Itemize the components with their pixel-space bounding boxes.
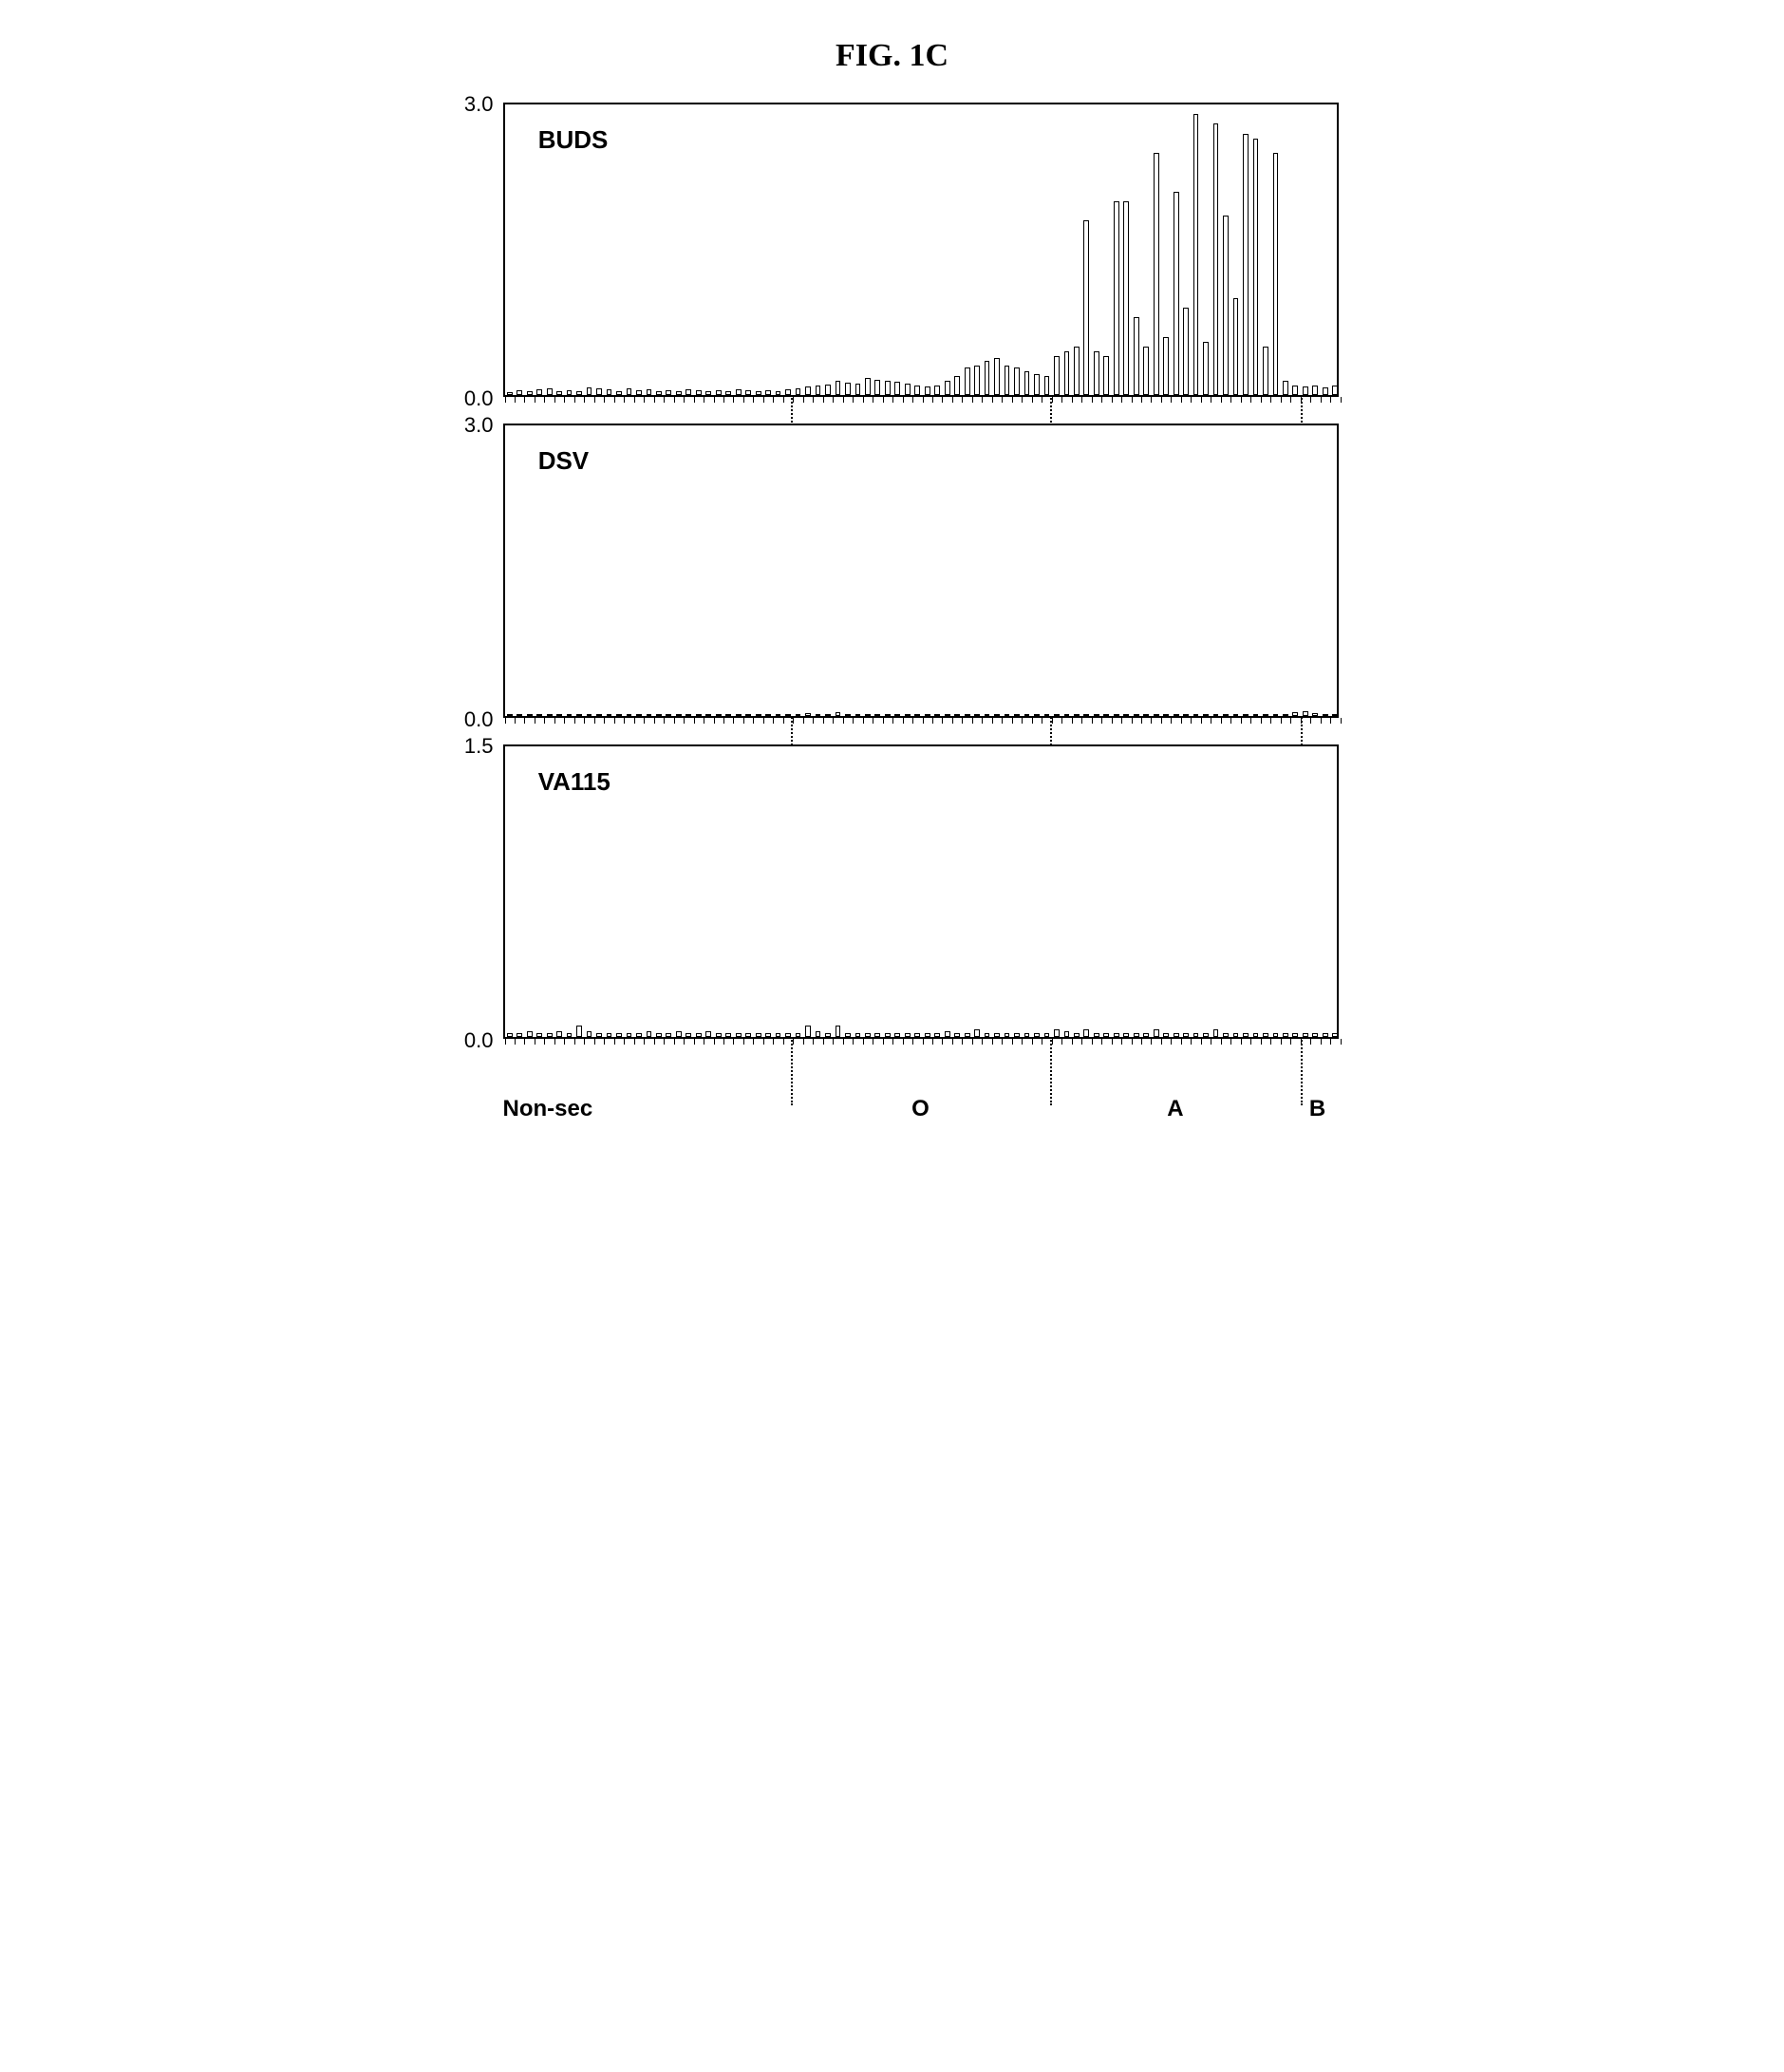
- bar: [1094, 351, 1099, 395]
- bar: [1263, 347, 1268, 395]
- bar: [1154, 153, 1159, 395]
- bar: [587, 387, 592, 395]
- bar: [1044, 376, 1050, 395]
- bar: [914, 386, 920, 395]
- chart-box: VA115: [503, 744, 1339, 1039]
- bar: [1034, 374, 1040, 395]
- bar: [1292, 386, 1298, 395]
- chart-box: DSV: [503, 424, 1339, 718]
- bar: [894, 382, 900, 395]
- x-ticks: [505, 1039, 1337, 1045]
- bar: [805, 386, 811, 395]
- bar: [825, 385, 831, 395]
- bars: [505, 425, 1337, 716]
- bar: [1054, 356, 1060, 395]
- y-tick-label: 0.0: [464, 707, 494, 732]
- bar: [1323, 387, 1328, 395]
- bar: [865, 378, 871, 395]
- bar: [1074, 347, 1080, 395]
- bar: [1233, 298, 1239, 395]
- x-region-label: O: [911, 1096, 930, 1122]
- x-ticks: [505, 718, 1337, 724]
- bar: [945, 381, 950, 395]
- bar: [1213, 123, 1219, 395]
- x-region-label: Non-sec: [503, 1096, 593, 1122]
- bar: [1303, 386, 1308, 395]
- bar: [1243, 134, 1249, 395]
- y-tick-label: 0.0: [464, 1028, 494, 1053]
- bar: [1054, 1029, 1060, 1037]
- bar: [576, 1026, 582, 1037]
- x-region-label: A: [1167, 1096, 1183, 1122]
- bar: [1332, 386, 1338, 395]
- panel-dsv: 3.00.0DSV: [503, 424, 1339, 718]
- bar: [1014, 367, 1020, 395]
- bar: [1174, 192, 1179, 395]
- bar: [885, 381, 891, 395]
- x-region-label: B: [1309, 1096, 1325, 1122]
- bar: [1203, 342, 1209, 395]
- bar: [874, 380, 880, 395]
- bar: [1163, 337, 1169, 395]
- bar: [836, 1026, 841, 1037]
- bar: [1005, 366, 1010, 395]
- figure-title: FIG. 1C: [437, 38, 1348, 74]
- bar: [796, 388, 801, 395]
- panel-buds: 3.00.0BUDS: [503, 103, 1339, 397]
- panel-va115: 1.50.0VA115: [503, 744, 1339, 1039]
- bar: [845, 383, 851, 395]
- bar: [1154, 1029, 1159, 1037]
- bar: [1273, 153, 1279, 395]
- bar: [905, 384, 911, 395]
- bar: [1123, 201, 1129, 395]
- chart-box: BUDS: [503, 103, 1339, 397]
- bar: [1223, 216, 1229, 395]
- bar: [965, 367, 970, 395]
- bar: [1114, 201, 1119, 395]
- figure-container: FIG. 1C 3.00.0BUDS3.00.0DSV1.50.0VA115 N…: [437, 38, 1348, 1124]
- bar: [1183, 308, 1189, 395]
- bar: [934, 386, 940, 395]
- bar: [985, 361, 990, 395]
- x-axis-region-labels: Non-sec O A B: [437, 1096, 1348, 1124]
- bar: [1312, 386, 1318, 395]
- bar: [1253, 139, 1259, 395]
- bar: [1024, 371, 1030, 396]
- bar: [1103, 356, 1109, 395]
- bar: [1083, 220, 1089, 395]
- y-tick-label: 0.0: [464, 386, 494, 411]
- bar: [836, 381, 841, 395]
- bar: [1283, 381, 1288, 395]
- bar: [1213, 1029, 1219, 1037]
- bars: [505, 104, 1337, 395]
- bar: [974, 366, 980, 395]
- bar: [1134, 317, 1139, 395]
- bar: [925, 386, 930, 395]
- bar: [954, 376, 960, 395]
- y-tick-label: 1.5: [464, 734, 494, 759]
- bar: [1143, 347, 1149, 395]
- panels-area: 3.00.0BUDS3.00.0DSV1.50.0VA115: [437, 103, 1348, 1039]
- bar: [994, 358, 1000, 395]
- bar: [1064, 351, 1070, 395]
- x-ticks: [505, 397, 1337, 403]
- bar: [855, 384, 861, 395]
- bar: [816, 386, 821, 395]
- y-tick-label: 3.0: [464, 413, 494, 438]
- bar: [596, 388, 602, 395]
- bar: [974, 1029, 980, 1037]
- bars: [505, 746, 1337, 1037]
- bar: [805, 1026, 811, 1037]
- bar: [627, 388, 632, 395]
- bar: [1193, 114, 1199, 395]
- bar: [1083, 1029, 1089, 1037]
- y-tick-label: 3.0: [464, 92, 494, 117]
- bar: [547, 388, 553, 395]
